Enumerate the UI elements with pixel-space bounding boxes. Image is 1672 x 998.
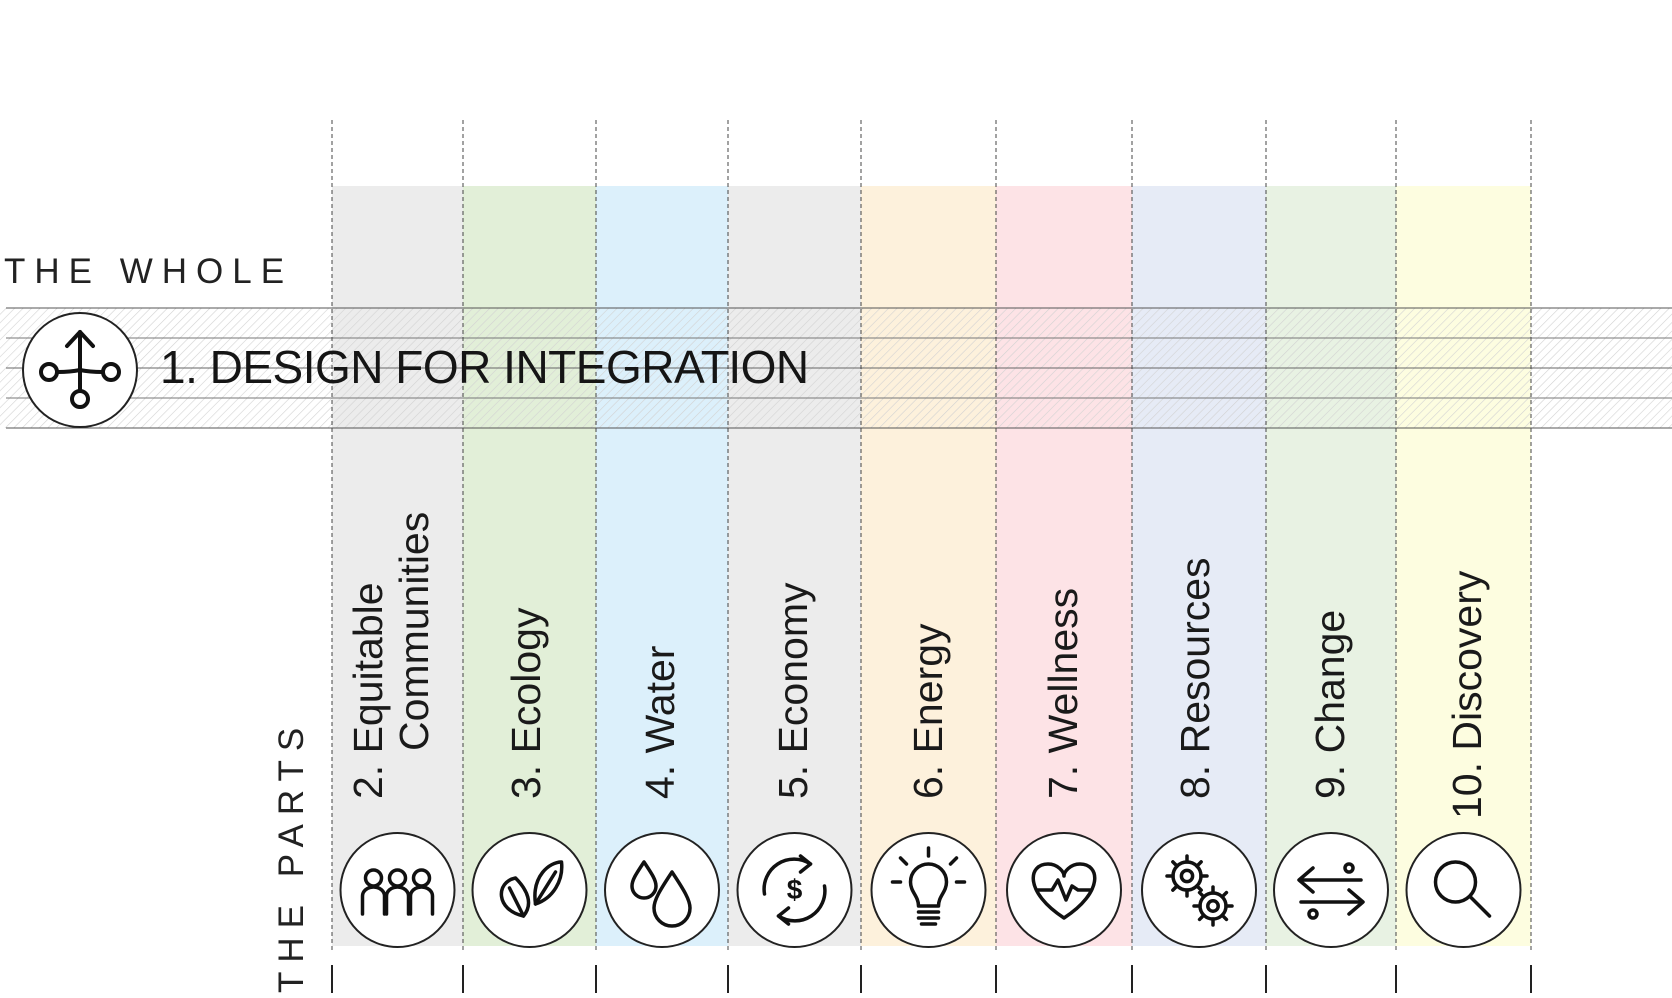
icon-circle xyxy=(736,832,853,948)
icon-circle xyxy=(339,832,456,948)
leaves-icon xyxy=(471,832,588,948)
column-label-line1: 8. Resources xyxy=(1172,557,1218,799)
column-label-discovery: 10. Discovery xyxy=(1444,571,1490,819)
icon-circle xyxy=(870,832,987,948)
column-label-line1: 9. Change xyxy=(1307,609,1353,799)
dollar-cycle-icon-glyph: $ xyxy=(762,854,827,926)
column-bands xyxy=(332,186,1531,946)
two-way-arrows-icon-glyph xyxy=(1297,862,1365,920)
column-label-line1: 2. Equitable xyxy=(345,582,391,799)
column-label-line1: 4. Water xyxy=(637,645,683,799)
people-icon xyxy=(339,832,456,948)
svg-text:$: $ xyxy=(787,874,803,905)
column-label-water: 4. Water xyxy=(637,646,683,799)
lightbulb-icon-glyph xyxy=(890,846,967,926)
column-label-wellness: 7. Wellness xyxy=(1040,588,1086,799)
gears-icon xyxy=(1141,832,1257,948)
icon-circle xyxy=(471,832,588,948)
parts-label: THE PARTS xyxy=(272,718,311,993)
lightbulb-icon xyxy=(870,832,987,948)
magnifier-icon-glyph xyxy=(1433,860,1492,918)
integration-title: 1. DESIGN FOR INTEGRATION xyxy=(160,341,809,393)
column-icons: $ xyxy=(339,832,1522,948)
two-way-arrows-icon xyxy=(1273,832,1389,948)
icon-circle xyxy=(1273,832,1389,948)
heart-pulse-icon-glyph xyxy=(1031,862,1097,920)
column-label-equitable-communities: 2. Equitable Communities xyxy=(345,512,437,799)
column-label-energy: 6. Energy xyxy=(905,624,951,800)
people-icon-glyph xyxy=(360,868,435,916)
column-label-change: 9. Change xyxy=(1307,610,1353,799)
magnifier-icon xyxy=(1405,832,1522,948)
icon-circle xyxy=(1006,832,1122,948)
column-label-line1: 7. Wellness xyxy=(1040,587,1086,799)
water-drops-icon-glyph xyxy=(630,860,692,928)
dollar-cycle-icon: $ xyxy=(736,832,853,948)
column-dividers xyxy=(331,120,1532,993)
column-label-ecology: 3. Ecology xyxy=(503,608,549,799)
column-label-line1: 5. Economy xyxy=(770,582,816,800)
integration-band xyxy=(0,307,1672,429)
column-label-line1: 3. Ecology xyxy=(503,607,549,799)
column-label-economy: 5. Economy xyxy=(770,583,816,800)
column-label-line1: 10. Discovery xyxy=(1444,570,1490,819)
column-label-line2: Communities xyxy=(391,511,437,751)
icon-circle xyxy=(1405,832,1522,948)
leaves-icon-glyph xyxy=(499,860,564,918)
whole-label: THE WHOLE xyxy=(4,252,294,291)
heart-pulse-icon xyxy=(1006,832,1122,948)
water-drops-icon xyxy=(604,832,720,948)
column-label-line1: 6. Energy xyxy=(905,623,951,800)
column-label-resources: 8. Resources xyxy=(1172,557,1218,799)
integration-network-icon xyxy=(22,312,138,428)
gears-icon-glyph xyxy=(1165,854,1234,927)
